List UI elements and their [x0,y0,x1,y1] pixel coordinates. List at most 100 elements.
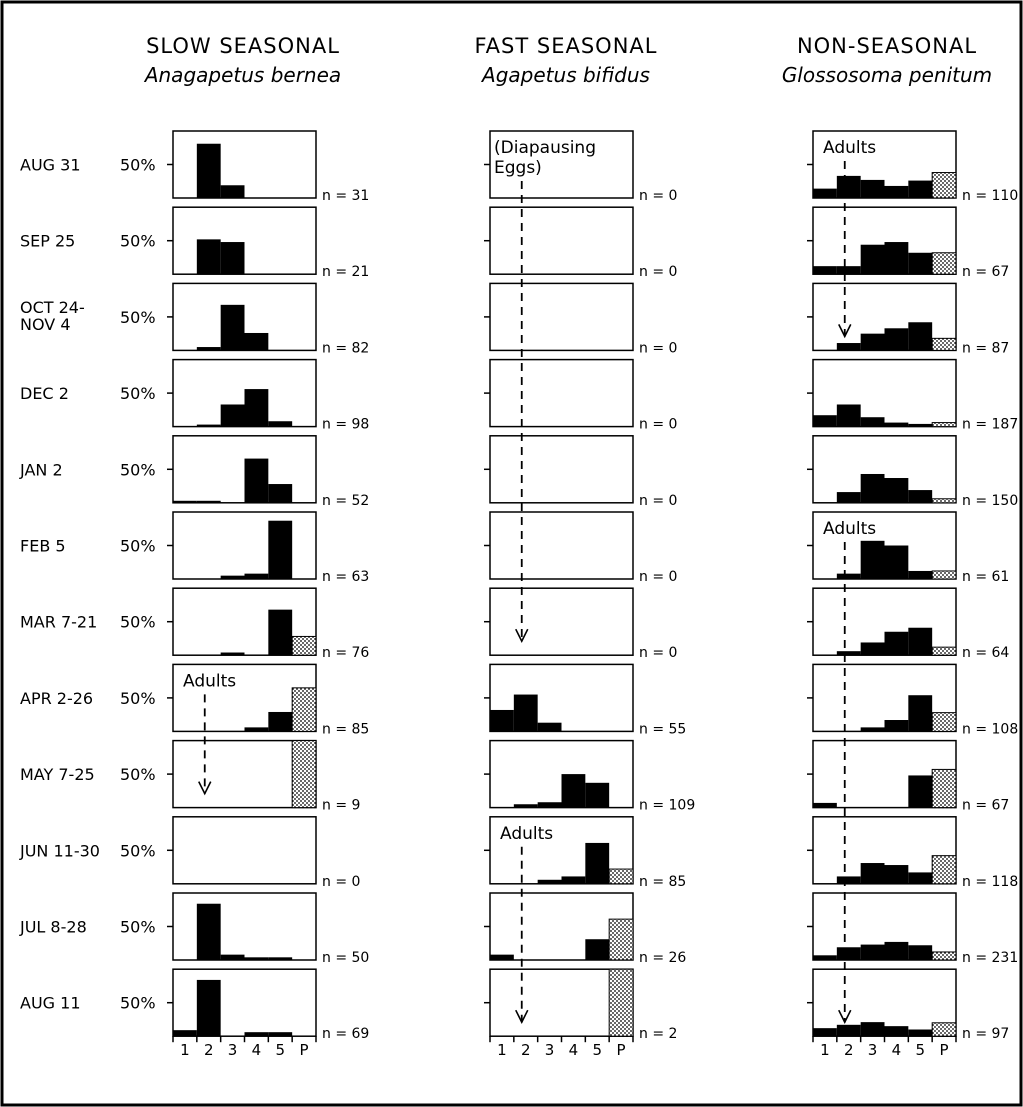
row-date-label: FEB 5 [20,537,66,556]
row-date-label: OCT 24- [20,298,85,317]
bar-instar-2 [836,573,861,579]
sample-size-label: n = 85 [322,721,369,737]
bar-instar-1 [173,1030,197,1037]
bar-instar-2 [836,343,861,351]
histogram-panel: n = 0 [484,358,677,433]
histogram-panel: n = 26 [484,892,686,966]
histogram-panel: n = 64 [807,587,1009,661]
sample-size-label: n = 0 [639,340,677,356]
bar-instar-5 [268,520,293,579]
bar-instar-4 [884,631,909,656]
histogram-panel: n = 50 [167,892,369,966]
bar-instar-1 [813,415,837,427]
sample-size-label: n = 109 [639,798,695,814]
percent-label: 50% [120,689,156,708]
bar-instar-3 [220,575,245,579]
arrow-head-icon [515,628,529,643]
sample-size-label: n = 110 [962,188,1018,204]
row-date-label: AUG 31 [20,156,81,175]
sample-size-label: n = 0 [639,188,677,204]
bar-instar-2 [196,347,221,351]
bar-instar-p [291,635,317,656]
row-date-label: JUN 11-30 [19,841,100,860]
bar-instar-4 [561,876,586,884]
x-tick-label: 4 [892,1041,902,1059]
bar-instar-2 [836,651,861,656]
bar-instar-4 [884,242,909,275]
annotation-text: Eggs) [494,158,542,178]
x-tick-label: 1 [180,1041,190,1059]
bar-instar-4 [884,720,909,732]
histogram-panel: n = 118 [807,816,1018,890]
histogram-panel: n = 109 [484,739,695,814]
row-date-label: APR 2-26 [20,689,93,708]
annotation: Adults [500,824,553,1024]
bar-instar-3 [220,652,245,656]
bar-instar-3 [220,304,245,351]
row-date-label: NOV 4 [20,315,71,334]
sample-size-label: n = 150 [962,493,1018,509]
panel-frame [489,358,634,428]
sample-size-label: n = 63 [322,569,369,585]
bar-instar-4 [244,1032,269,1037]
sample-size-label: n = 64 [962,645,1009,661]
bar-instar-3 [860,944,885,960]
sample-size-label: n = 231 [962,950,1018,966]
histogram-panel: n = 52 [167,435,369,509]
species-name-anagapetus: Anagapetus bernea [143,63,341,87]
bar-instar-5 [908,252,933,275]
annotation: Adults [823,519,876,1024]
histogram-panel: n = 108 [807,663,1018,737]
sample-size-label: n = 0 [639,264,677,280]
row-date-label: MAY 7-25 [20,765,95,784]
histogram-panel: n = 87 [807,282,1009,356]
histogram-panel: n = 0 [167,816,360,890]
histogram-panel: n = 9 [167,739,360,814]
bar-instar-4 [561,774,586,808]
bar-instar-5 [268,1032,293,1037]
sample-size-label: n = 50 [322,950,369,966]
panel-frame [489,282,634,352]
sample-size-label: n = 0 [639,645,677,661]
bar-instar-p [931,768,957,809]
bar-instar-5 [908,695,933,732]
column-heading-fast-seasonal: FAST SEASONAL [475,34,658,58]
bar-instar-p [931,422,957,428]
histogram-panel: n = 231 [807,892,1018,966]
sample-size-label: n = 187 [962,417,1018,433]
column-heading-slow-seasonal: SLOW SEASONAL [146,34,340,58]
x-tick-label: 2 [844,1041,854,1059]
panel-frame [489,206,634,275]
x-tick-label: 1 [497,1041,507,1059]
histogram-panel: n = 67 [807,206,1009,280]
histogram-panel: n = 0 [484,511,677,585]
bar-instar-p [931,570,957,580]
bar-instar-5 [908,872,933,884]
bar-instar-p [608,918,634,961]
bar-instar-2 [196,143,221,198]
histogram-panel: n = 85 [484,816,686,890]
bar-instar-p [931,712,957,732]
x-tick-label: 4 [569,1041,579,1059]
bar-instar-5 [268,711,293,732]
sample-size-label: n = 9 [322,798,360,814]
bar-instar-4 [884,865,909,884]
row-date-label: DEC 2 [20,384,69,403]
bar-instar-5 [908,322,933,351]
bar-instar-4 [244,389,269,427]
histogram-panel: n = 150 [807,435,1018,509]
sample-size-label: n = 98 [322,417,369,433]
histogram-panel: n = 97 [807,968,1009,1042]
bar-instar-5 [268,421,293,427]
column-heading-non-seasonal: NON-SEASONAL [797,34,977,58]
histogram-panel: n = 0 [484,587,677,661]
bar-instar-4 [244,332,269,351]
annotation-text: Adults [183,671,236,691]
row-date-label: JUL 8-28 [19,918,87,937]
bar-instar-3 [860,244,885,275]
x-tick-label: P [617,1041,626,1059]
bar-instar-5 [908,945,933,960]
bar-instar-p [931,646,957,656]
histogram-panel: n = 0 [484,130,677,204]
percent-label: 50% [120,537,156,556]
